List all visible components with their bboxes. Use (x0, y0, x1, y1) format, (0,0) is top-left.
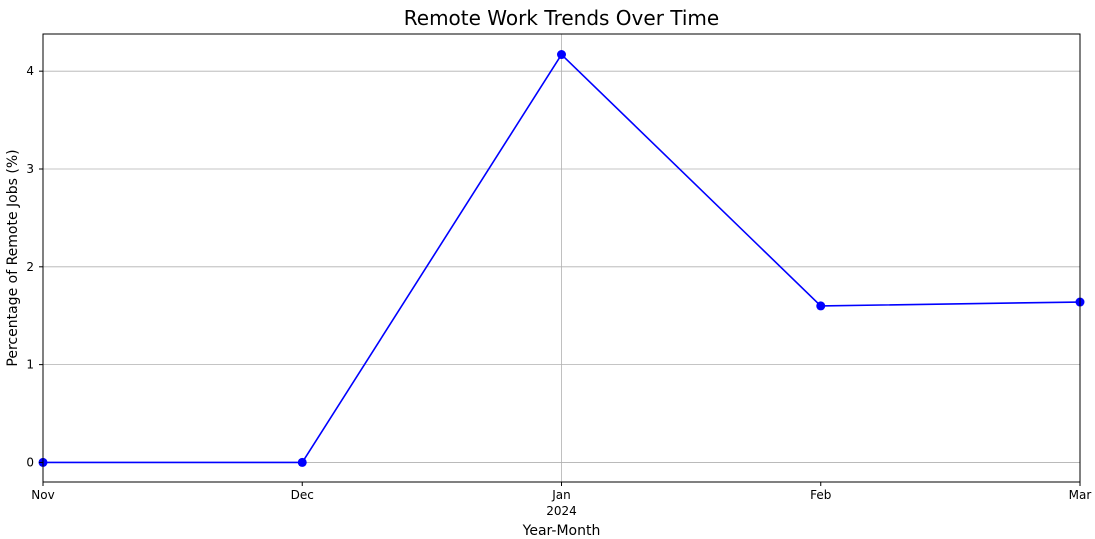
y-tick-label: 1 (26, 358, 34, 372)
chart-title: Remote Work Trends Over Time (404, 6, 719, 30)
x-tick-label: Jan (551, 488, 571, 502)
x-axis-label: Year-Month (522, 523, 601, 539)
x-tick-label: Feb (810, 488, 831, 502)
x-axis-ticks: Nov Dec Jan 2024 Feb Mar (31, 482, 1091, 518)
data-point (297, 457, 307, 467)
y-tick-label: 0 (26, 455, 34, 469)
y-tick-label: 3 (26, 162, 34, 176)
data-point (816, 301, 826, 311)
x-tick-label: Mar (1069, 488, 1092, 502)
y-axis-ticks: 0 1 2 3 4 (26, 64, 43, 469)
x-tick-label: Dec (291, 488, 314, 502)
x-tick-label: Nov (31, 488, 54, 502)
gridlines (43, 34, 1080, 482)
y-tick-label: 4 (26, 64, 34, 78)
x-tick-year-label: 2024 (546, 504, 577, 518)
y-axis-label: Percentage of Remote Jobs (%) (5, 149, 21, 366)
data-point (557, 50, 566, 60)
y-tick-label: 2 (26, 260, 34, 274)
